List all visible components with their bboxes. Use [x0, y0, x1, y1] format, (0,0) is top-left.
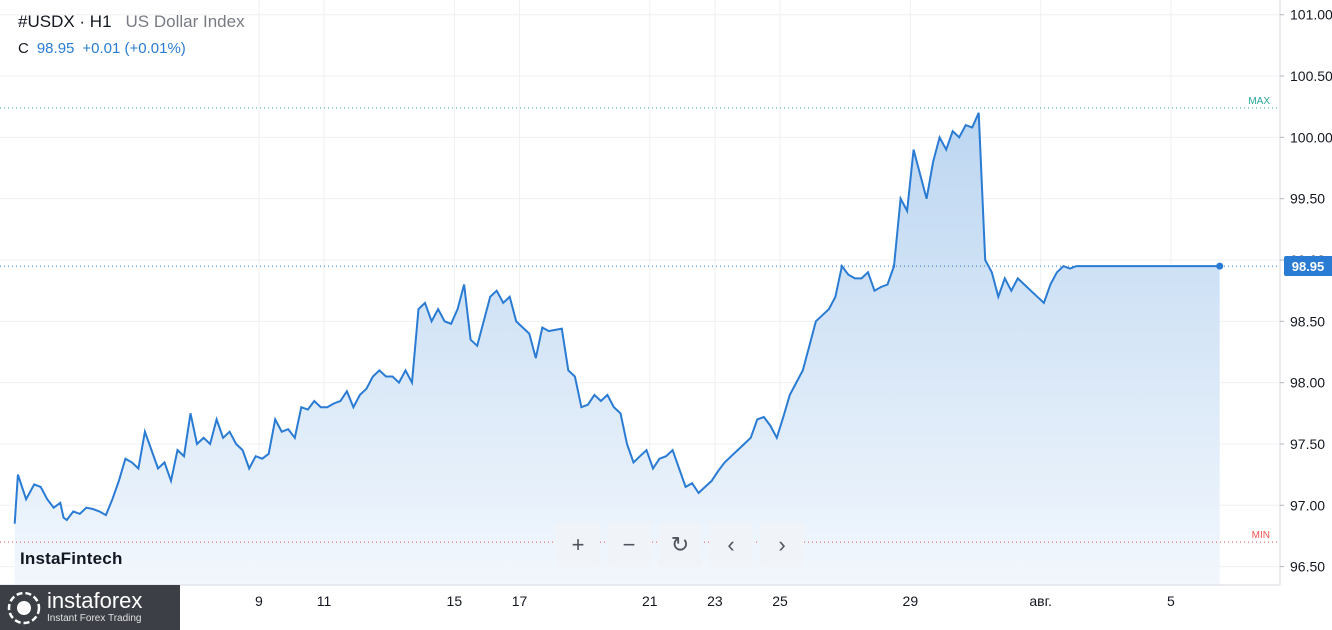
series-line: [13, 112, 1220, 524]
last-price-dot: [1216, 262, 1224, 270]
scroll-right-button[interactable]: ›: [760, 523, 804, 567]
x-tick-label: 17: [512, 593, 528, 609]
time-axis[interactable]: 9 11 15 17 21 23 25 29 авг. 5: [255, 593, 1175, 609]
reset-button[interactable]: ↻: [658, 523, 702, 567]
y-tick-label: 97.50: [1290, 436, 1325, 452]
x-tick-label: 29: [903, 593, 919, 609]
price-axis[interactable]: 96.5097.0097.5098.0098.5099.0099.50100.0…: [1280, 7, 1332, 575]
max-label: MAX: [1248, 96, 1270, 107]
brand-tagline: Instant Forex Trading: [47, 613, 142, 624]
zoom-out-button[interactable]: −: [607, 523, 651, 567]
last-price-badge: 98.95: [1284, 256, 1332, 277]
legend: #USDX · H1 US Dollar Index C 98.95 +0.01…: [18, 12, 245, 57]
change-value: +0.01 (+0.01%): [82, 40, 186, 57]
y-tick-label: 100.00: [1290, 129, 1332, 145]
symbol-label[interactable]: #USDX · H1: [18, 12, 112, 31]
instaforex-logo[interactable]: instaforex Instant Forex Trading: [0, 585, 180, 630]
x-tick-label: 21: [642, 593, 658, 609]
y-tick-label: 96.50: [1290, 559, 1325, 575]
x-tick-label: 11: [317, 593, 332, 609]
min-label: MIN: [1252, 530, 1270, 541]
brand-name: instaforex: [47, 588, 143, 613]
x-tick-label: 25: [772, 593, 788, 609]
zoom-in-button[interactable]: +: [556, 523, 600, 567]
y-tick-label: 98.00: [1290, 375, 1325, 391]
chart-controls: + − ↻ ‹ ›: [556, 523, 804, 567]
series-area: [14, 112, 1220, 586]
x-tick-label: 5: [1167, 593, 1175, 609]
x-tick-label: 15: [447, 593, 463, 609]
close-value: 98.95: [36, 40, 75, 57]
x-tick-label: 9: [255, 593, 263, 609]
y-tick-label: 98.50: [1290, 313, 1325, 329]
close-label: C: [18, 40, 29, 57]
x-tick-label: 23: [707, 593, 723, 609]
y-tick-label: 97.00: [1290, 497, 1325, 513]
y-tick-label: 101.00: [1290, 7, 1332, 23]
x-tick-label: авг.: [1029, 593, 1052, 609]
instaforex-logo-icon: [7, 591, 41, 624]
symbol-description: US Dollar Index: [125, 12, 245, 31]
scroll-left-button[interactable]: ‹: [709, 523, 753, 567]
y-tick-label: 99.50: [1290, 191, 1325, 207]
instafintech-watermark: InstaFintech: [20, 549, 123, 568]
y-tick-label: 100.50: [1290, 68, 1332, 84]
